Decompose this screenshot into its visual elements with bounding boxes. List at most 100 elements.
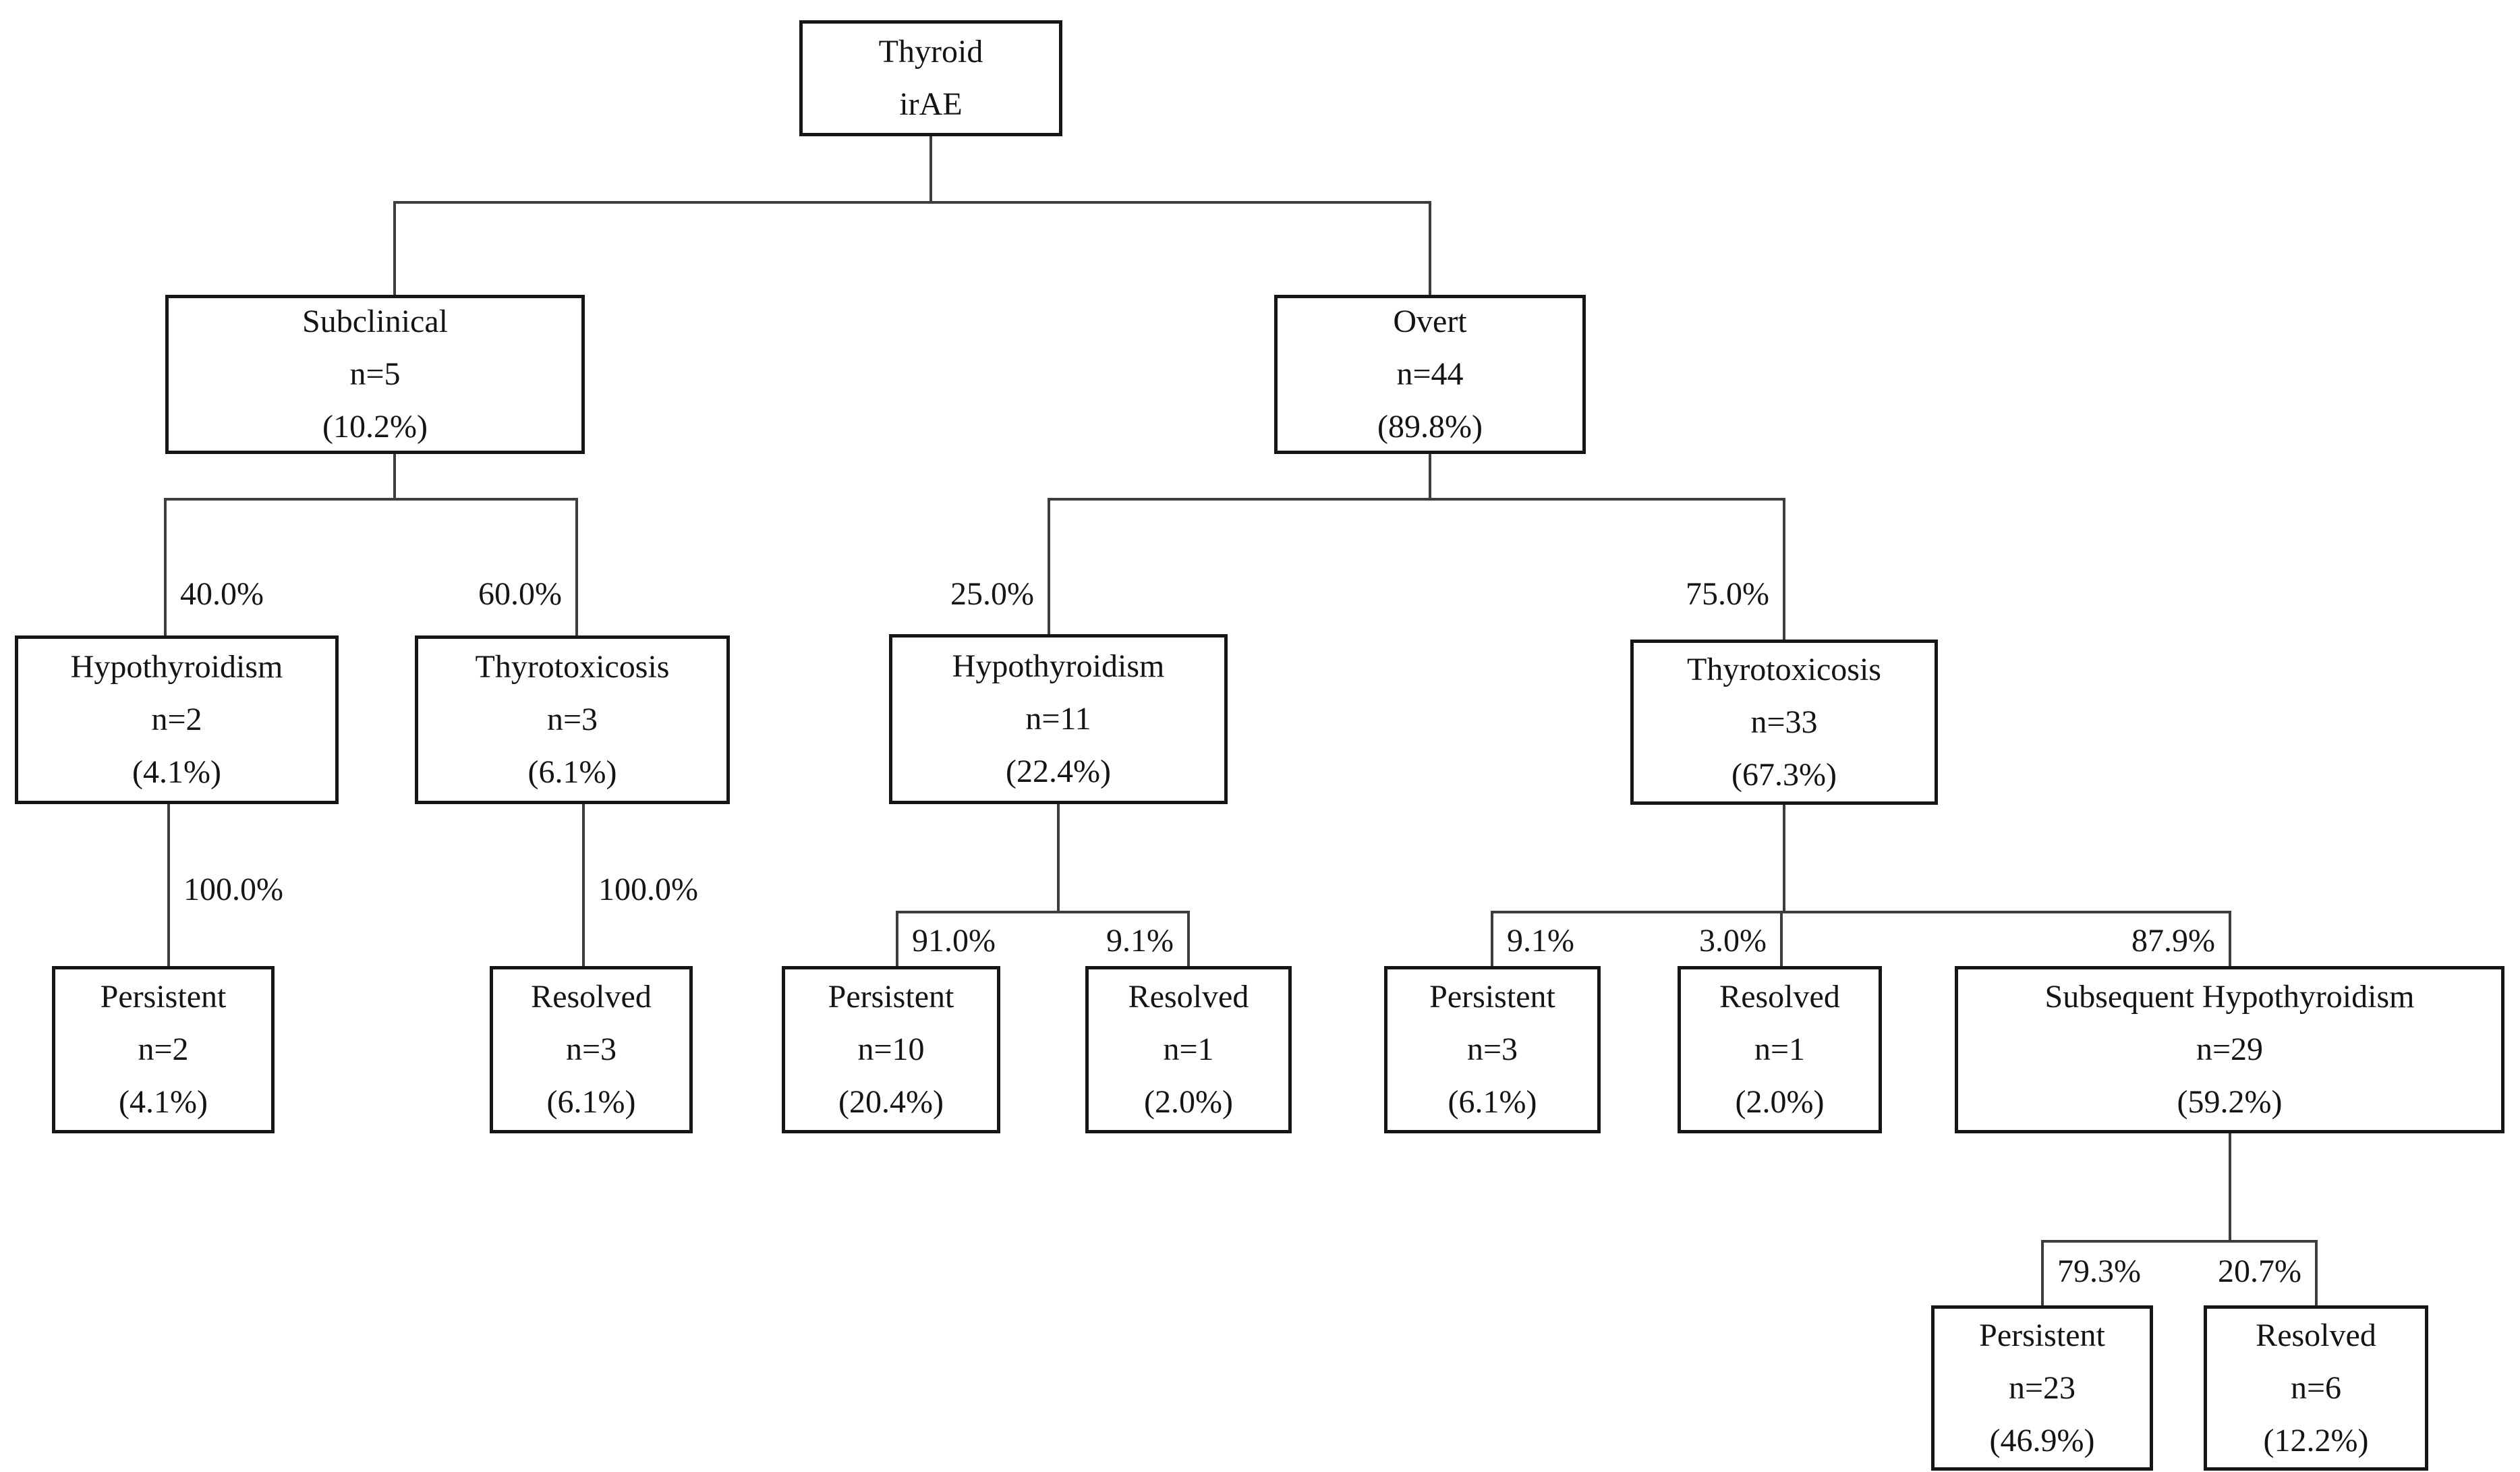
node-p10-line-0: Persistent [828, 979, 954, 1015]
connector-e6-bar [896, 911, 1190, 913]
node-r6-line-1: n=6 [2290, 1369, 2342, 1406]
node-sub-hypo-line-1: n=2 [151, 702, 202, 737]
node-subclinical-line-2: (10.2%) [322, 409, 428, 445]
edge-label-e2-sub-thyro: 60.0% [478, 576, 562, 612]
connector-e3-drop-overt-thyro [1783, 499, 1785, 640]
node-r1m-line-2: (2.0%) [1144, 1084, 1233, 1120]
node-sub-thyro-line-0: Thyrotoxicosis [475, 649, 670, 685]
connector-e2-stem [393, 454, 396, 499]
node-p10: Persistent n=10 (20.4%) [782, 966, 1000, 1133]
node-r1m: Resolved n=1 (2.0%) [1085, 966, 1292, 1133]
edge-label-e5-r3: 100.0% [598, 872, 698, 907]
edge-label-e6-p10: 91.0% [912, 923, 996, 959]
node-p2-line-1: n=2 [138, 1031, 189, 1067]
node-root: Thyroid irAE [799, 20, 1062, 136]
connector-e4-stem [167, 804, 170, 966]
connector-e3-bar [1048, 498, 1785, 501]
connector-e1-bar [393, 201, 1431, 204]
edge-label-e8-p23: 79.3% [2057, 1253, 2141, 1289]
node-r1r-line-2: (2.0%) [1735, 1084, 1825, 1120]
connector-e6-stem [1057, 804, 1060, 912]
edge-label-e3-overt-thyro: 75.0% [1686, 576, 1769, 612]
node-sub-thyro-line-2: (6.1%) [527, 754, 617, 790]
edge-label-e7-sh: 87.9% [2131, 923, 2215, 959]
node-r3-line-0: Resolved [531, 979, 652, 1015]
node-overt-line-2: (89.8%) [1377, 409, 1483, 445]
connector-e3-stem [1429, 454, 1431, 499]
connector-e6-drop-p10 [896, 912, 898, 966]
node-sh-line-2: (59.2%) [2177, 1084, 2283, 1120]
node-overt-hypo-line-2: (22.4%) [1006, 754, 1111, 789]
connector-e1-stem [929, 136, 932, 202]
edge-label-e4-p2: 100.0% [183, 872, 283, 907]
node-p3: Persistent n=3 (6.1%) [1384, 966, 1601, 1133]
node-overt-thyro-line-2: (67.3%) [1731, 756, 1837, 793]
connector-e2-bar [164, 498, 578, 501]
node-overt-line-1: n=44 [1396, 356, 1464, 392]
node-subclinical: Subclinical n=5 (10.2%) [165, 295, 585, 454]
node-overt-hypo-line-1: n=11 [1025, 701, 1091, 737]
connector-e8-drop-r6 [2315, 1241, 2318, 1305]
connector-e2-drop-sub-hypo [164, 499, 167, 635]
node-p3-line-1: n=3 [1466, 1031, 1518, 1067]
node-r1r-line-0: Resolved [1719, 979, 1840, 1015]
node-p23-line-0: Persistent [1979, 1317, 2105, 1353]
node-r6: Resolved n=6 (12.2%) [2204, 1305, 2428, 1471]
node-r3-line-1: n=3 [565, 1031, 617, 1067]
edge-label-e6-r1m: 9.1% [1106, 923, 1174, 959]
node-sh: Subsequent Hypothyroidism n=29 (59.2%) [1955, 966, 2504, 1133]
node-root-line-1: irAE [899, 86, 963, 122]
connector-e3-drop-overt-hypo [1048, 499, 1050, 634]
node-overt-thyro: Thyrotoxicosis n=33 (67.3%) [1630, 640, 1938, 805]
connector-e8-stem [2229, 1133, 2231, 1241]
node-root-line-0: Thyroid [878, 34, 983, 69]
edge-label-e7-p3: 9.1% [1507, 923, 1574, 959]
node-sub-hypo-line-2: (4.1%) [132, 754, 221, 790]
edge-label-e3-overt-hypo: 25.0% [950, 576, 1034, 612]
node-p2-line-2: (4.1%) [119, 1084, 208, 1120]
node-sub-thyro: Thyrotoxicosis n=3 (6.1%) [415, 635, 730, 804]
node-sub-thyro-line-1: n=3 [546, 702, 598, 737]
node-r3-line-2: (6.1%) [546, 1084, 636, 1120]
node-p3-line-2: (6.1%) [1448, 1084, 1537, 1120]
node-overt: Overt n=44 (89.8%) [1274, 295, 1586, 454]
connector-e7-drop-r1r [1780, 912, 1783, 966]
connector-e6-drop-r1m [1187, 912, 1190, 966]
node-p23: Persistent n=23 (46.9%) [1931, 1305, 2153, 1471]
connector-e1-drop-overt [1429, 202, 1431, 295]
edge-label-e2-sub-hypo: 40.0% [180, 576, 264, 612]
node-p10-line-1: n=10 [857, 1031, 925, 1067]
node-sub-hypo: Hypothyroidism n=2 (4.1%) [15, 635, 339, 804]
connector-e7-bar [1491, 911, 2231, 913]
node-sh-line-1: n=29 [2196, 1031, 2264, 1067]
connector-e8-bar [2041, 1240, 2318, 1243]
node-r1r: Resolved n=1 (2.0%) [1678, 966, 1882, 1133]
node-p23-line-1: n=23 [2008, 1369, 2076, 1406]
node-r1m-line-0: Resolved [1128, 979, 1249, 1015]
node-r6-line-0: Resolved [2256, 1317, 2376, 1353]
connector-e8-drop-p23 [2041, 1241, 2044, 1305]
node-overt-thyro-line-0: Thyrotoxicosis [1687, 651, 1881, 687]
edge-label-e8-r6: 20.7% [2218, 1253, 2301, 1289]
node-overt-hypo: Hypothyroidism n=11 (22.4%) [889, 634, 1228, 804]
connector-e5-stem [582, 804, 585, 966]
node-r1r-line-1: n=1 [1754, 1031, 1806, 1067]
node-subclinical-line-1: n=5 [349, 356, 401, 392]
node-p23-line-2: (46.9%) [1989, 1422, 2095, 1459]
node-r1m-line-1: n=1 [1163, 1031, 1214, 1067]
node-sh-line-0: Subsequent Hypothyroidism [2044, 979, 2415, 1015]
connector-e2-drop-sub-thyro [575, 499, 578, 635]
node-p2-line-0: Persistent [100, 979, 227, 1015]
connector-e7-stem [1783, 805, 1785, 912]
node-overt-thyro-line-1: n=33 [1750, 704, 1818, 740]
node-r3: Resolved n=3 (6.1%) [490, 966, 693, 1133]
connector-e7-drop-sh [2229, 912, 2231, 966]
node-overt-hypo-line-0: Hypothyroidism [952, 648, 1165, 684]
node-p2: Persistent n=2 (4.1%) [52, 966, 275, 1133]
node-p10-line-2: (20.4%) [838, 1084, 944, 1120]
connector-e1-drop-subclinical [393, 202, 396, 295]
node-p3-line-0: Persistent [1429, 979, 1555, 1015]
connector-e7-drop-p3 [1491, 912, 1493, 966]
node-r6-line-2: (12.2%) [2263, 1422, 2369, 1459]
node-subclinical-line-0: Subclinical [302, 304, 448, 339]
